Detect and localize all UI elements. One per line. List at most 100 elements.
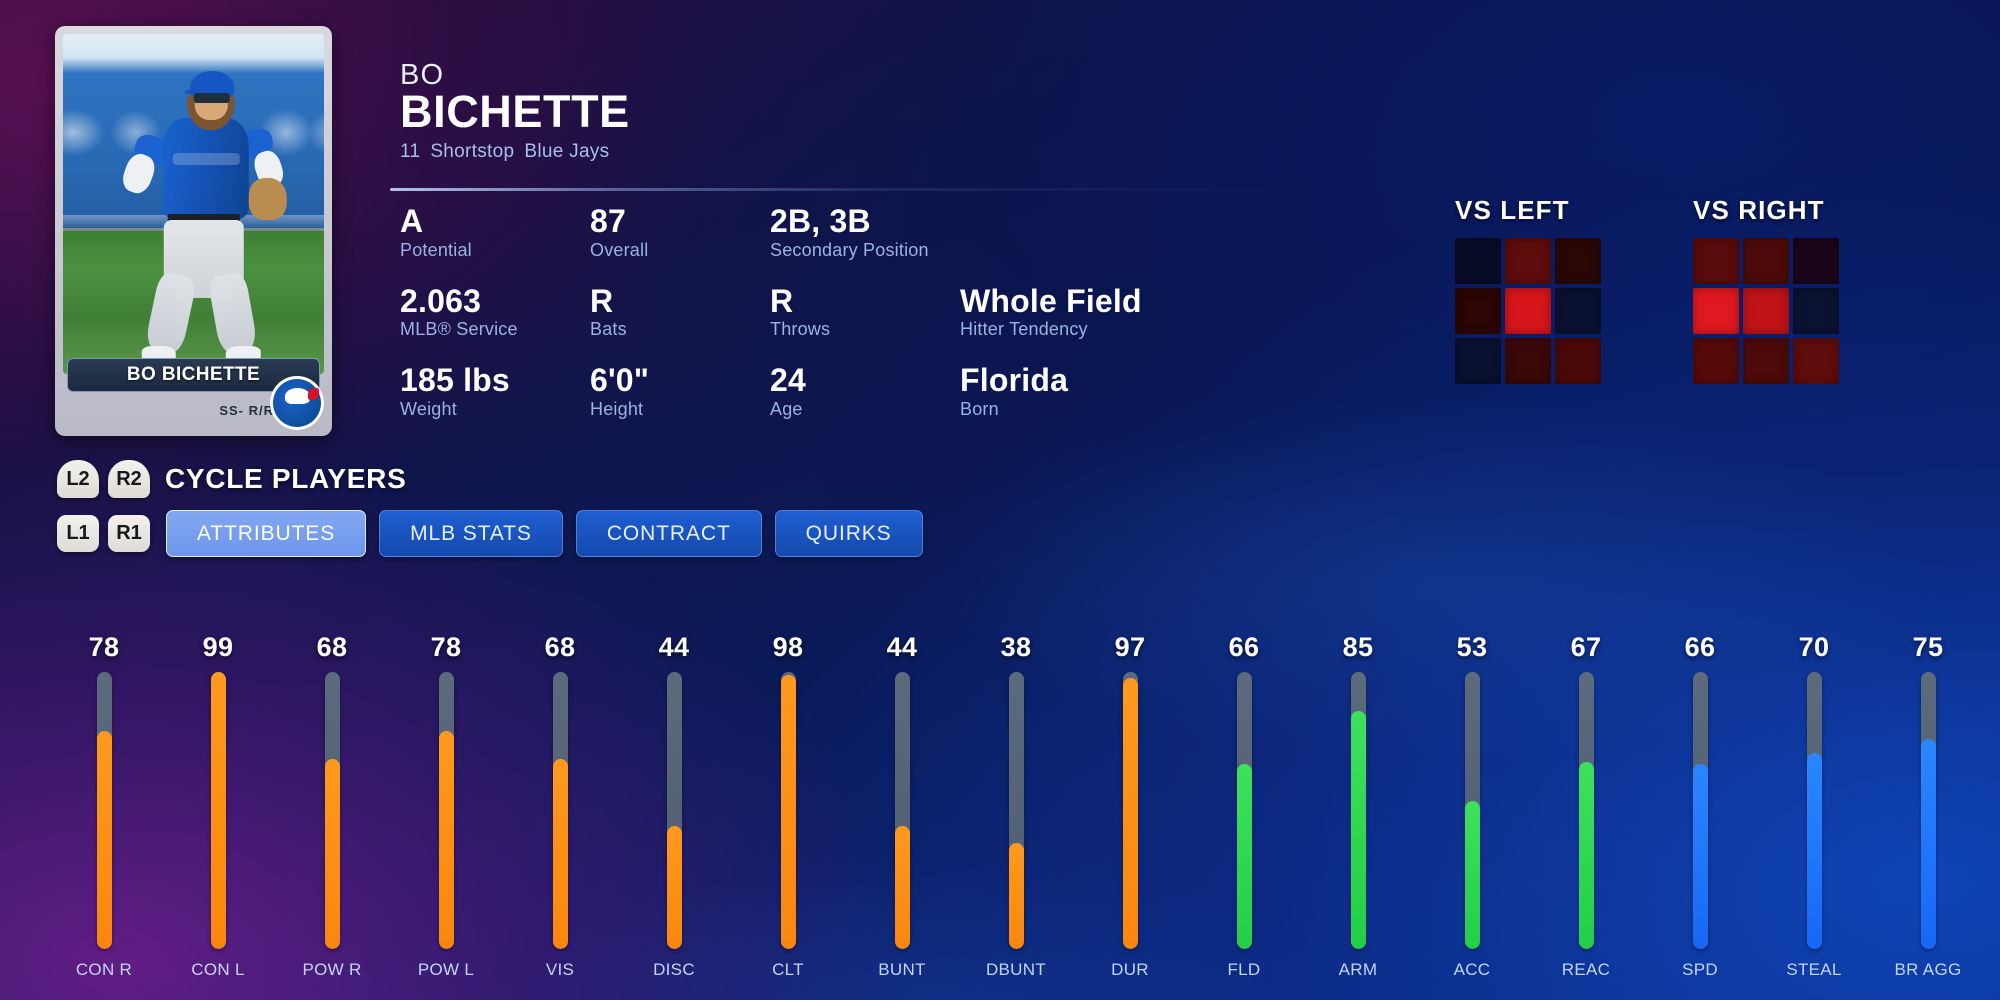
attribute-value: 99 [202, 632, 234, 662]
tab-mlb-stats[interactable]: MLB STATS [379, 510, 563, 557]
attribute-label: DISC [653, 960, 695, 979]
attribute-bar-track [1236, 672, 1252, 949]
attribute-bar-fill [210, 672, 226, 949]
stat-label: Age [770, 398, 803, 419]
attribute-column: 99 CON L [176, 632, 260, 980]
stat-row: 185 lbs Weight 6'0" Height 24 Age Florida Born [400, 364, 1180, 420]
stat-value: 87 [590, 203, 626, 239]
attribute-column: 66 SPD [1658, 632, 1742, 980]
stat-cell [960, 205, 1180, 261]
attribute-value: 38 [1000, 632, 1032, 662]
card-position-handedness: SS- R/R [219, 403, 274, 418]
zone-grid [1693, 238, 1839, 384]
attribute-value: 68 [544, 632, 576, 662]
tab-quirks[interactable]: QUIRKS [774, 510, 923, 557]
player-number: 11 [400, 141, 421, 163]
stat-value: R [590, 282, 614, 319]
attribute-bar-fill [894, 825, 910, 949]
stat-cell: 6'0" Height [590, 364, 770, 420]
l1-bumper-button[interactable]: L1 [57, 515, 99, 552]
stat-cell: R Throws [770, 282, 960, 341]
attribute-label: STEAL [1786, 960, 1842, 979]
stat-value: A [400, 203, 424, 239]
tab-list: ATTRIBUTES MLB STATS CONTRACT QUIRKS [166, 510, 923, 557]
attribute-label: DBUNT [985, 960, 1047, 979]
attribute-column: 44 BUNT [860, 632, 944, 980]
attribute-column: 44 DISC [632, 632, 716, 980]
zone-grid [1455, 238, 1601, 384]
header-divider [390, 188, 1290, 191]
attribute-bar-track [210, 672, 226, 949]
stat-label: Height [590, 398, 644, 419]
player-card[interactable]: BO BICHETTE SS- R/R [55, 26, 332, 436]
zone-cell [1505, 288, 1551, 334]
attribute-bar-track [1578, 672, 1594, 949]
attribute-bar-fill [438, 730, 454, 949]
stat-label: MLB® Service [400, 319, 518, 340]
cycle-players-row: L2 R2 CYCLE PLAYERS [57, 460, 406, 498]
attribute-bar-fill [1920, 739, 1936, 949]
attribute-column: 53 ACC [1430, 632, 1514, 980]
attribute-value: 97 [1114, 632, 1146, 662]
zone-cell [1555, 238, 1601, 284]
stat-value: R [770, 282, 794, 319]
attribute-column: 38 DBUNT [974, 632, 1058, 980]
attribute-bar-fill [1464, 800, 1480, 949]
zone-cell [1505, 338, 1551, 384]
stat-cell: 87 Overall [590, 203, 770, 261]
zone-cell [1693, 338, 1739, 384]
tab-contract[interactable]: CONTRACT [575, 510, 762, 557]
zone-cell [1793, 288, 1839, 334]
zone-title: VS RIGHT [1693, 195, 1825, 225]
attribute-bar-fill [780, 674, 796, 949]
stat-label: Born [960, 398, 999, 419]
stat-cell: A Potential [400, 203, 590, 261]
zone-cell [1743, 338, 1789, 384]
player-header: BO BICHETTE 11 Shortstop Blue Jays [400, 60, 1160, 163]
attribute-bar-track [1122, 672, 1138, 949]
stat-cell: Whole Field Hitter Tendency [960, 284, 1180, 341]
attribute-column: 85 ARM [1316, 632, 1400, 980]
zone-cell [1743, 288, 1789, 334]
attribute-label: ARM [1338, 960, 1378, 979]
attribute-label: SPD [1682, 960, 1718, 979]
attribute-bar-fill [1122, 677, 1138, 949]
attribute-label: VIS [545, 960, 575, 979]
attribute-label: REAC [1561, 960, 1611, 979]
attribute-label: POW L [417, 960, 475, 979]
attribute-label: BR AGG [1894, 960, 1962, 979]
blue-jays-logo-icon [270, 376, 324, 430]
zone-cell [1793, 238, 1839, 284]
attribute-label: CON L [191, 960, 245, 979]
attribute-label: CLT [772, 960, 804, 979]
attribute-value: 70 [1798, 632, 1830, 662]
player-last-name: BICHETTE [400, 86, 630, 138]
attribute-column: 78 CON R [62, 632, 146, 980]
stat-label: Hitter Tendency [960, 319, 1088, 340]
stat-value: 2B, 3B [770, 203, 871, 239]
l2-trigger-button[interactable]: L2 [57, 460, 99, 498]
attribute-bar-track [324, 672, 340, 949]
stat-label: Potential [400, 239, 472, 260]
zone-cell [1455, 288, 1501, 334]
baseball-glove-icon [248, 178, 287, 221]
stat-label: Bats [590, 319, 627, 340]
attribute-column: 68 POW R [290, 632, 374, 980]
stat-cell: 185 lbs Weight [400, 364, 590, 420]
attribute-value: 68 [316, 632, 348, 662]
stat-value: 185 lbs [400, 362, 510, 399]
zone-cell [1693, 288, 1739, 334]
attribute-label: BUNT [878, 960, 926, 979]
attribute-bar-fill [666, 825, 682, 949]
sunglasses-icon [193, 93, 230, 104]
attribute-bar-track [1008, 672, 1024, 949]
attribute-column: 70 STEAL [1772, 632, 1856, 980]
attribute-bar-fill [552, 758, 568, 949]
r1-bumper-button[interactable]: R1 [108, 515, 150, 552]
tab-attributes[interactable]: ATTRIBUTES [166, 510, 367, 557]
stat-cell: 2B, 3B Secondary Position [770, 203, 960, 261]
r2-trigger-button[interactable]: R2 [108, 460, 150, 498]
stat-label: Weight [400, 398, 457, 419]
stat-row: A Potential 87 Overall 2B, 3B Secondary Posit… [400, 203, 1180, 261]
stat-cell: 24 Age [770, 364, 960, 420]
